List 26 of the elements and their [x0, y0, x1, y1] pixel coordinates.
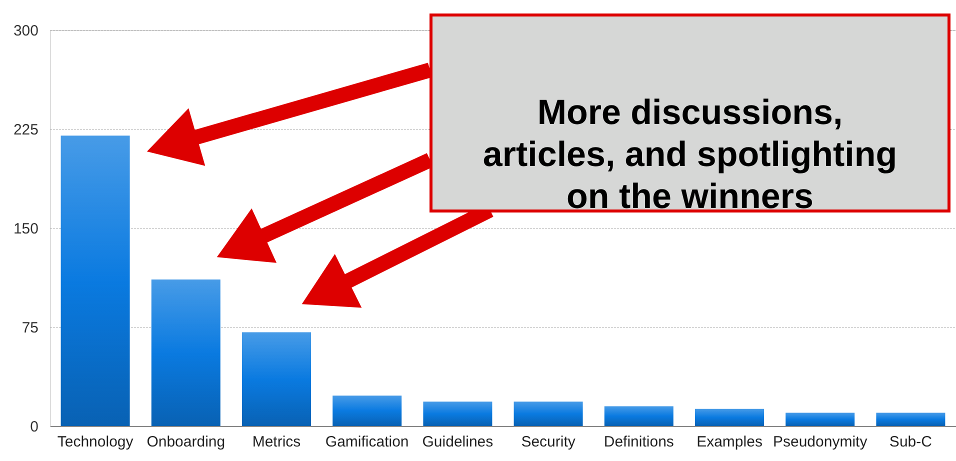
bar: [695, 408, 764, 426]
bar: [604, 406, 674, 426]
bar: [242, 332, 311, 426]
bar: [786, 412, 855, 426]
x-tick-label: Sub-C: [889, 434, 932, 450]
y-tick-label: 0: [30, 418, 38, 436]
bar: [332, 396, 402, 426]
x-tick-label: Metrics: [252, 434, 301, 450]
x-tick-label: Gamification: [325, 434, 409, 450]
y-tick-label: 225: [13, 122, 38, 138]
x-tick-label: Onboarding: [146, 434, 226, 450]
bar: [514, 402, 583, 426]
x-tick-label: Guidelines: [422, 434, 494, 450]
x-tick-label: Pseudonymity: [772, 434, 868, 450]
x-tick-label: Security: [521, 434, 576, 450]
bar: [423, 402, 492, 426]
bar: [60, 136, 130, 426]
bar: [151, 279, 220, 426]
annotation: More discussions, articles, and spotlighting on the winners: [482, 93, 898, 216]
bar: [876, 412, 946, 426]
x-tick-label: Technology: [57, 434, 134, 450]
y-tick-label: 150: [13, 220, 38, 238]
y-tick-label: 75: [22, 320, 38, 336]
y-tick-label: 300: [13, 22, 38, 40]
x-tick-label: Examples: [696, 434, 762, 450]
x-tick-label: Definitions: [604, 434, 674, 450]
